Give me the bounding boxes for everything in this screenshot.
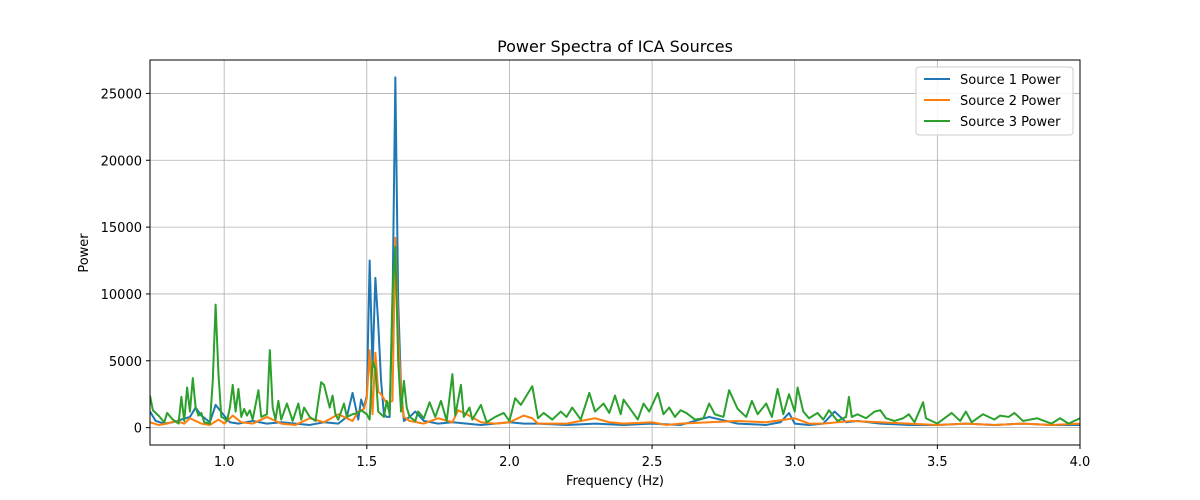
x-tick-label: 4.0 [1070,455,1091,470]
x-tick-label: 3.0 [784,455,805,470]
y-axis: 0 5000 10000 15000 20000 25000 [101,87,150,437]
y-tick-label: 5000 [109,355,142,370]
x-axis-label: Frequency (Hz) [566,474,664,489]
legend-box [915,66,1074,136]
y-tick-label: 0 [134,422,142,437]
series-line-source-3 [150,246,1080,425]
x-tick-label: 3.5 [927,455,948,470]
series-line-source-2 [150,236,1080,426]
y-tick-label: 20000 [101,154,142,169]
legend-label-source-3: Source 3 Power [960,115,1061,130]
x-tick-label: 2.5 [642,455,663,470]
x-axis: 1.0 1.5 2.0 2.5 3.0 3.5 4.0 [214,445,1091,470]
series-layer [150,76,1080,426]
y-tick-label: 10000 [101,288,142,303]
y-tick-label: 15000 [101,221,142,236]
legend-label-source-1: Source 1 Power [960,73,1061,88]
legend: Source 1 Power Source 2 Power Source 3 P… [915,66,1074,136]
y-axis-label: Power [77,233,92,273]
x-tick-label: 1.0 [214,455,235,470]
legend-label-source-2: Source 2 Power [960,94,1061,109]
y-tick-label: 25000 [101,87,142,102]
chart-title: Power Spectra of ICA Sources [497,37,733,56]
gridlines [150,60,1081,445]
x-tick-label: 1.5 [356,455,377,470]
x-tick-label: 2.0 [499,455,520,470]
plot-frame [149,59,1081,446]
